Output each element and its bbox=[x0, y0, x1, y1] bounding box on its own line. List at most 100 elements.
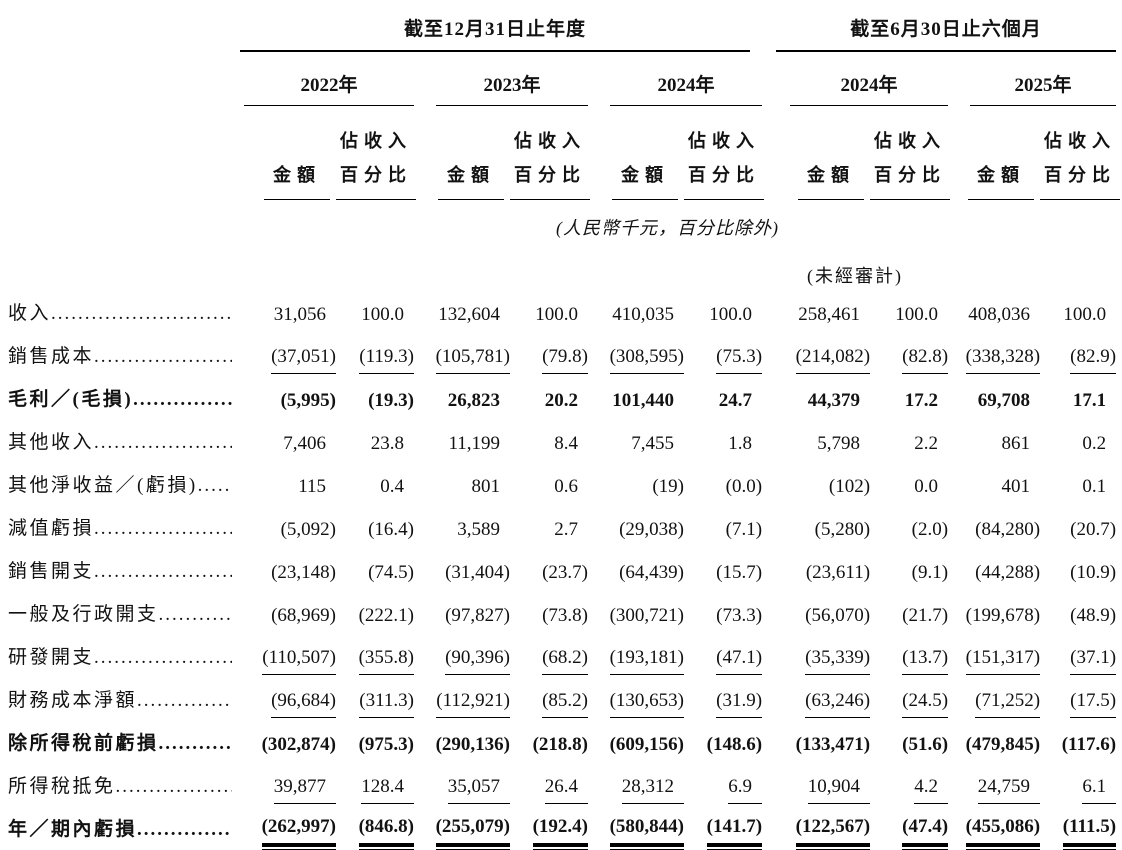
value-cell: (311.3) bbox=[336, 675, 414, 718]
value-cell: 115 bbox=[298, 476, 326, 497]
value-cell: 128.4 bbox=[336, 761, 414, 804]
value-cell: (56,070) bbox=[805, 605, 871, 626]
dot-leader bbox=[94, 518, 232, 546]
value-cell: (2.0) bbox=[911, 519, 949, 540]
table-row: 其他收入 7,406 23.8 11,199 8.4 7,455 1.8 5,798 2.2 86… bbox=[8, 417, 1116, 460]
value-cell: (23.7) bbox=[542, 562, 588, 583]
year-header: 2022年 bbox=[244, 70, 414, 106]
table-row: 所得稅抵免 39,877128.435,05726.428,3126.910,90… bbox=[8, 761, 1117, 804]
year-header-row: 2022年 2023年 2024年 2024年 2025年 bbox=[8, 52, 1117, 106]
value-cell: 401 bbox=[1001, 476, 1031, 497]
value-cell: (73.8) bbox=[542, 605, 588, 626]
value-cell: 3,589 bbox=[457, 519, 500, 540]
value-cell: (846.8) bbox=[336, 804, 415, 850]
amount-column-header: 金額 bbox=[612, 158, 678, 200]
value-cell: (17.5) bbox=[1040, 675, 1117, 718]
dot-leader bbox=[116, 776, 232, 804]
unaudited-note-row: (未經審計) bbox=[8, 240, 1116, 288]
value-cell: (48.9) bbox=[1070, 605, 1117, 626]
table-row: 銷售成本 (37,051)(119.3)(105,781)(79.8)(308,5… bbox=[8, 331, 1117, 374]
value-cell: (79.8) bbox=[510, 331, 588, 374]
unaudited-note: (未經審計) bbox=[807, 266, 904, 286]
row-label: 減值虧損 bbox=[8, 518, 95, 539]
value-cell: 11,199 bbox=[448, 433, 500, 454]
value-cell: (23,611) bbox=[805, 562, 871, 583]
value-cell: (73.3) bbox=[716, 605, 763, 626]
dot-leader bbox=[198, 475, 232, 503]
value-cell: 39,877 bbox=[240, 761, 336, 804]
table-row: 研發開支 (110,507)(355.8)(90,396)(68.2)(193,1… bbox=[8, 632, 1117, 675]
value-cell: (35,339) bbox=[762, 632, 871, 675]
unit-note-row: (人民幣千元，百分比除外) bbox=[8, 200, 1116, 240]
value-cell: (112,921) bbox=[414, 675, 510, 718]
value-cell: (148.6) bbox=[706, 734, 763, 755]
value-cell: 31,056 bbox=[273, 304, 326, 325]
label-column-spacer bbox=[8, 4, 240, 52]
value-cell: (130,653) bbox=[588, 675, 684, 718]
year-header: 2025年 bbox=[970, 70, 1117, 106]
value-cell: (13.7) bbox=[870, 632, 949, 675]
value-cell: (19) bbox=[652, 476, 684, 497]
column-header-row: 金額 佔收入 百分比 金額 佔收入 百分比 金額 佔收入 百分比 金額 佔收入 百分比 金額 佔收入 百分比 bbox=[8, 106, 1121, 200]
table-row: 財務成本淨額 (96,684)(311.3)(112,921)(85.2)(130… bbox=[8, 675, 1117, 718]
value-cell: (199,678) bbox=[965, 605, 1041, 626]
value-cell: 100.0 bbox=[361, 304, 404, 325]
row-label: 其他收入 bbox=[8, 432, 95, 453]
amount-column-header: 金額 bbox=[798, 158, 865, 200]
unit-note: (人民幣千元，百分比除外) bbox=[556, 218, 779, 238]
value-cell: (75.3) bbox=[684, 331, 763, 374]
value-cell: (74.5) bbox=[368, 562, 414, 583]
value-cell: (110,507) bbox=[240, 632, 336, 675]
value-cell: (193,181) bbox=[588, 632, 684, 675]
value-cell: (10.9) bbox=[1070, 562, 1117, 583]
value-cell: (5,092) bbox=[280, 519, 336, 540]
value-cell: 6.1 bbox=[1040, 761, 1117, 804]
value-cell: (47.4) bbox=[870, 804, 949, 850]
value-cell: (31,404) bbox=[445, 562, 510, 583]
row-label: 除所得稅前虧損 bbox=[8, 733, 159, 754]
value-cell: 17.2 bbox=[904, 390, 939, 411]
value-cell: (23,148) bbox=[271, 562, 336, 583]
row-label: 毛利／(毛損) bbox=[8, 389, 134, 410]
pct-of-revenue-column-header: 佔收入 百分比 bbox=[1040, 124, 1121, 200]
value-cell: (302,874) bbox=[261, 734, 336, 755]
value-cell: 7,406 bbox=[283, 433, 326, 454]
value-cell: 44,379 bbox=[807, 390, 861, 411]
dot-leader bbox=[137, 819, 232, 847]
value-cell: (117.6) bbox=[1061, 734, 1117, 755]
value-cell: (97,827) bbox=[445, 605, 510, 626]
table-row: 其他淨收益／(虧損) 115 0.4 801 0.6 (19) (0.0) (102) 0.0 4… bbox=[8, 460, 1116, 503]
pct-of-revenue-column-header: 佔收入 百分比 bbox=[684, 124, 764, 200]
value-cell: 801 bbox=[471, 476, 501, 497]
value-cell: (141.7) bbox=[684, 804, 763, 850]
value-cell: 410,035 bbox=[612, 304, 674, 325]
value-cell: 2.2 bbox=[914, 433, 939, 454]
dot-leader bbox=[94, 432, 232, 460]
value-cell: (455,086) bbox=[948, 804, 1041, 850]
row-label: 研發開支 bbox=[8, 647, 95, 668]
value-cell: 35,057 bbox=[414, 761, 510, 804]
value-cell: (71,252) bbox=[948, 675, 1041, 718]
value-cell: 132,604 bbox=[438, 304, 500, 325]
table-row: 一般及行政開支 (68,969) (222.1) (97,827) (73.8) (300… bbox=[8, 589, 1116, 632]
value-cell: (214,082) bbox=[762, 331, 871, 374]
value-cell: 408,036 bbox=[968, 304, 1031, 325]
value-cell: 26,823 bbox=[447, 390, 500, 411]
value-cell: (19.3) bbox=[368, 390, 414, 411]
row-label: 所得稅抵免 bbox=[8, 776, 116, 797]
value-cell: (16.4) bbox=[368, 519, 414, 540]
value-cell: (7.1) bbox=[725, 519, 763, 540]
value-cell: (44,288) bbox=[975, 562, 1041, 583]
row-label: 年／期內虧損 bbox=[8, 819, 138, 840]
row-label: 銷售成本 bbox=[8, 346, 95, 367]
year-header: 2023年 bbox=[436, 70, 588, 106]
table-row: 毛利／(毛損) (5,995) (19.3) 26,823 20.2 101,440 24.… bbox=[8, 374, 1116, 417]
value-cell: 0.4 bbox=[380, 476, 404, 497]
value-cell: (609,156) bbox=[609, 734, 684, 755]
value-cell: (63,246) bbox=[762, 675, 871, 718]
value-cell: (338,328) bbox=[948, 331, 1041, 374]
dot-leader bbox=[133, 389, 232, 417]
financial-summary-table: 截至12月31日止年度 截至6月30日止六個月 2022年 2023年 2024年 2… bbox=[8, 4, 1121, 850]
row-label: 銷售開支 bbox=[8, 561, 95, 582]
